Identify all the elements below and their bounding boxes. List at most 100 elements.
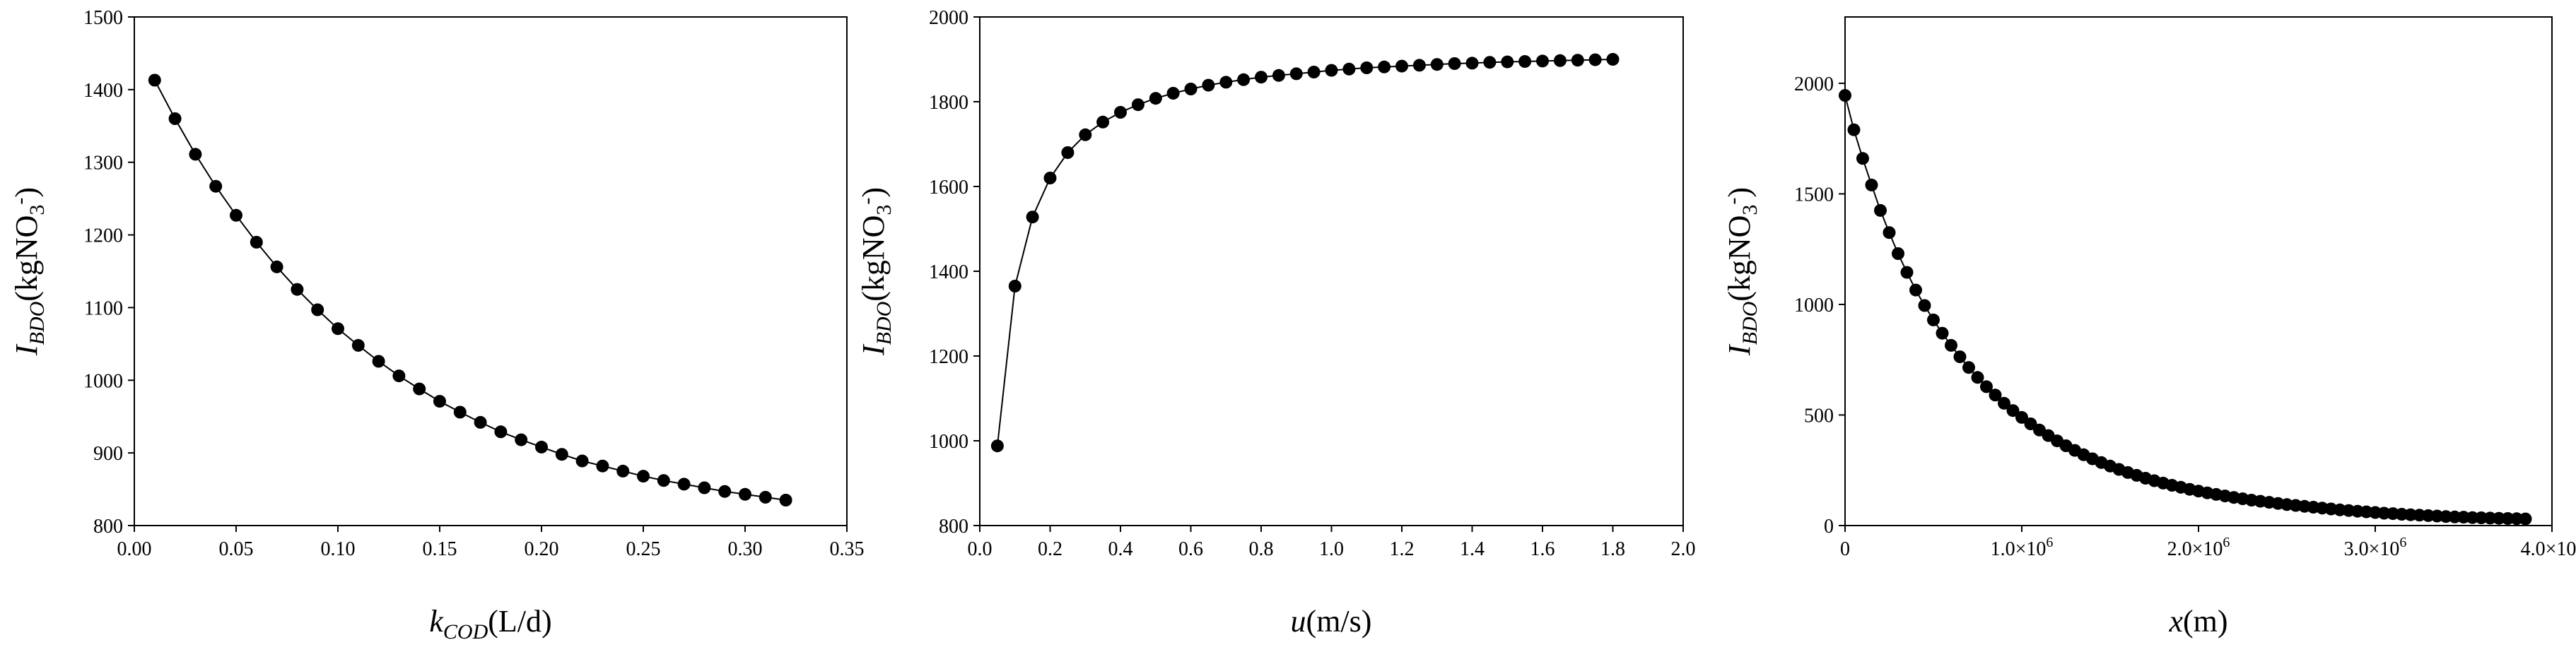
x-tick-label: 2.0: [1671, 538, 1696, 560]
y-tick-label: 1500: [1794, 184, 1834, 206]
data-point: [1166, 87, 1180, 100]
y-tick-label: 1300: [83, 153, 123, 174]
data-point: [1936, 326, 1949, 340]
data-point: [1865, 178, 1878, 191]
data-point: [1998, 396, 2010, 410]
x-tick-label: 0.35: [830, 538, 865, 560]
data-point: [1839, 89, 1851, 102]
data-point: [1483, 56, 1497, 69]
data-point: [1219, 76, 1233, 89]
data-point: [2501, 512, 2514, 525]
data-point: [1149, 92, 1162, 105]
data-point: [1962, 361, 1975, 374]
data-point: [1883, 226, 1896, 239]
data-point: [433, 395, 446, 408]
plot-frame: [1844, 16, 2553, 526]
data-point: [1909, 283, 1922, 297]
data-point: [2493, 511, 2505, 525]
x-tick-label: 0.8: [1249, 538, 1274, 560]
data-point: [250, 235, 263, 249]
x-axis-title: u(m/s): [1291, 604, 1372, 639]
x-tick-label: 1.4: [1460, 538, 1485, 560]
data-point: [1989, 389, 2002, 402]
data-point: [1008, 280, 1021, 292]
data-point: [1342, 62, 1356, 76]
data-point: [2448, 510, 2461, 523]
x-tick-label: 1.0×106: [1991, 535, 2054, 560]
data-point: [1501, 55, 1514, 69]
y-axis-title: IBDO(kgNO3-): [8, 187, 49, 356]
data-point: [2483, 511, 2497, 525]
data-point: [990, 439, 1004, 453]
y-tick-label: 1100: [84, 297, 123, 319]
data-point: [1289, 67, 1303, 81]
data-point: [1360, 61, 1374, 74]
data-point: [1918, 299, 1931, 312]
data-point: [1900, 266, 1914, 279]
x-tick-label: 0.00: [117, 538, 152, 560]
data-point: [1856, 152, 1869, 165]
plot-frame: [134, 16, 848, 526]
data-point: [168, 112, 182, 125]
data-point: [1114, 106, 1127, 119]
data-point: [1184, 83, 1198, 95]
x-axis-title: kCOD(L/d): [429, 604, 551, 644]
data-point: [1202, 78, 1215, 92]
data-point: [1847, 123, 1861, 136]
data-point: [453, 405, 467, 419]
data-point: [1553, 54, 1567, 67]
data-point: [351, 338, 365, 352]
y-tick-label: 1000: [1794, 295, 1834, 316]
data-point: [2466, 511, 2479, 524]
x-tick-label: 1.0: [1319, 538, 1344, 560]
y-tick-label: 2000: [929, 7, 968, 29]
y-tick-label: 1200: [83, 225, 123, 247]
data-point: [555, 448, 568, 461]
data-point: [2006, 404, 2020, 417]
data-point: [1606, 53, 1620, 66]
data-point: [1237, 73, 1251, 86]
data-point: [677, 478, 691, 491]
x-tick-label: 0.0: [968, 538, 993, 560]
data-point: [1043, 172, 1057, 184]
x-tick-label: 0.20: [525, 538, 559, 560]
data-point: [575, 454, 589, 468]
y-tick-label: 1400: [929, 261, 968, 283]
series-line: [153, 80, 786, 501]
x-tick-label: 0.05: [219, 538, 254, 560]
data-point: [311, 303, 324, 316]
data-point: [1927, 313, 1940, 326]
data-point: [1026, 211, 1039, 224]
x-tick-label: 0.30: [728, 538, 763, 560]
data-point: [332, 322, 344, 336]
data-point: [1448, 57, 1461, 70]
data-point: [413, 382, 426, 396]
data-point: [148, 73, 161, 87]
data-point: [739, 487, 751, 501]
data-point: [1430, 58, 1444, 71]
y-tick-label: 500: [1804, 405, 1834, 427]
data-point: [372, 355, 385, 368]
y-axis-title: IBDO(kgNO3-): [1721, 187, 1762, 356]
data-point: [759, 490, 772, 504]
data-point: [718, 485, 732, 498]
y-tick-label: 1600: [929, 177, 968, 198]
data-point: [1588, 53, 1602, 66]
y-tick-label: 1000: [83, 370, 123, 392]
data-point: [494, 425, 508, 439]
x-tick-label: 0.6: [1178, 538, 1203, 560]
x-axis-title: x(m): [2168, 604, 2227, 639]
data-point: [616, 464, 630, 478]
data-point: [2024, 417, 2037, 430]
plot-frame: [979, 16, 1684, 526]
data-point: [270, 260, 283, 273]
chart-1: 0.00 0.05 0.10 0.15 0.20 0.25 0.30 0.35 800 900 10…: [8, 7, 865, 644]
x-tick-label: 0: [1840, 538, 1850, 560]
y-tick-label: 1500: [83, 7, 123, 29]
data-point: [1945, 338, 1957, 352]
data-point: [1255, 71, 1267, 84]
data-point: [1412, 59, 1426, 72]
data-point: [596, 459, 609, 473]
data-point: [291, 283, 304, 296]
x-tick-label: 0.4: [1108, 538, 1133, 560]
